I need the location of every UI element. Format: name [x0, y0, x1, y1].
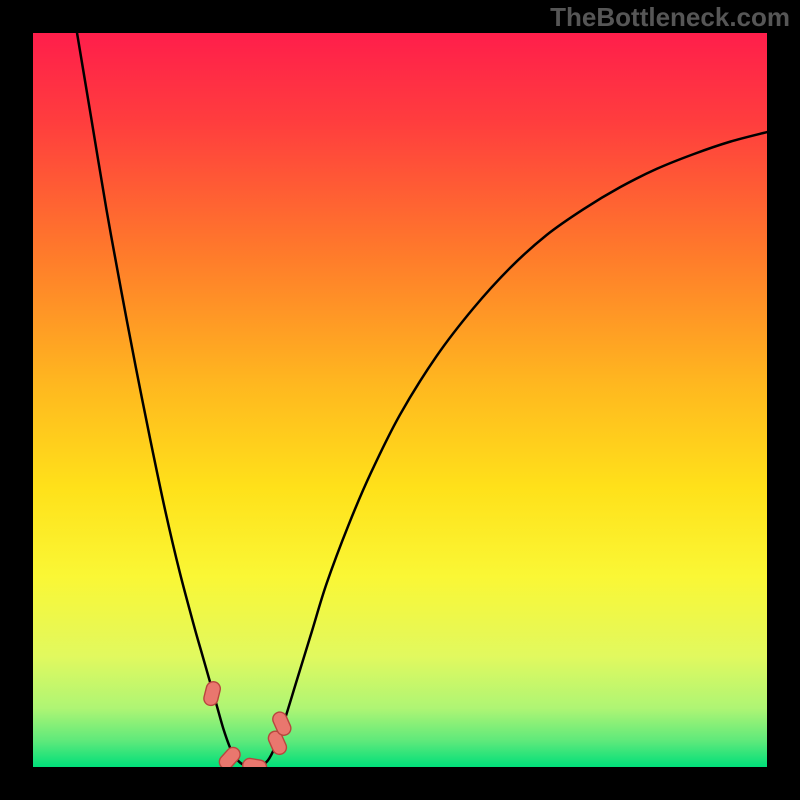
- watermark-text: TheBottleneck.com: [550, 2, 790, 33]
- marker-pill: [202, 680, 221, 707]
- marker-pill: [216, 745, 242, 767]
- plot-area: [33, 33, 767, 767]
- datapoint-markers: [33, 33, 767, 767]
- marker-pill: [242, 757, 268, 767]
- chart-frame: TheBottleneck.com: [0, 0, 800, 800]
